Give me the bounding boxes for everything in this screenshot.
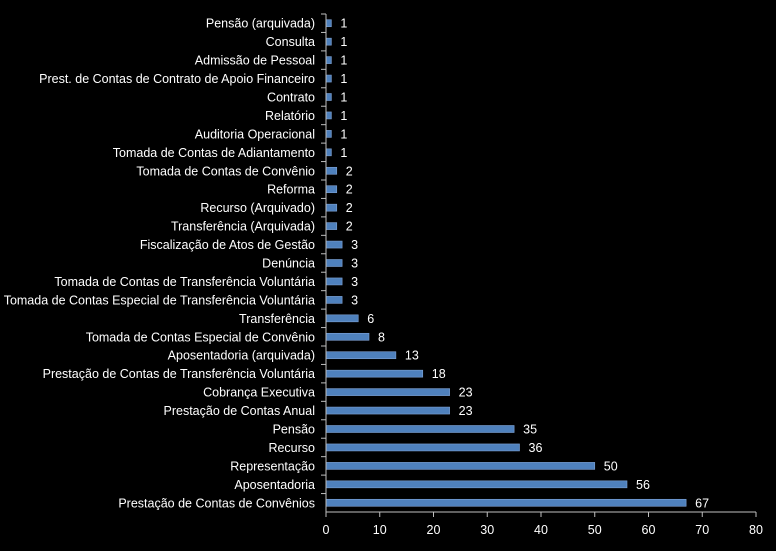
bar xyxy=(325,166,338,175)
bar xyxy=(325,443,520,452)
category-label: Recurso xyxy=(268,441,315,455)
data-label: 1 xyxy=(340,35,347,49)
data-label: 36 xyxy=(529,441,543,455)
category-label: Reforma xyxy=(267,183,315,197)
bar xyxy=(325,203,338,212)
category-label: Consulta xyxy=(266,35,315,49)
x-tick-label: 10 xyxy=(373,523,387,537)
bar xyxy=(325,148,332,157)
bar xyxy=(325,37,332,46)
data-label: 1 xyxy=(340,146,347,160)
category-label: Tomada de Contas Especial de Convênio xyxy=(86,330,315,344)
category-label: Prestação de Contas de Convênios xyxy=(118,496,315,510)
bar xyxy=(325,74,332,83)
x-tick-label: 60 xyxy=(642,523,656,537)
bar xyxy=(325,93,332,101)
bar xyxy=(325,462,596,470)
bar xyxy=(325,222,338,230)
category-label: Tomada de Contas de Adiantamento xyxy=(113,146,315,160)
data-label: 56 xyxy=(636,478,650,492)
x-tick-label: 80 xyxy=(749,523,763,537)
x-tick-label: 50 xyxy=(588,523,602,537)
x-tick-label: 40 xyxy=(534,523,548,537)
data-label: 2 xyxy=(346,201,353,215)
bar xyxy=(325,388,450,396)
data-label: 13 xyxy=(405,349,419,363)
x-tick-label: 30 xyxy=(480,523,494,537)
category-label: Denúncia xyxy=(262,257,315,271)
category-label: Aposentadoria xyxy=(234,478,315,492)
x-tick-label: 70 xyxy=(695,523,709,537)
bar xyxy=(325,314,359,323)
category-labels: Pensão (arquivada) Consulta Admissão de Pe… xyxy=(4,17,315,511)
category-label: Fiscalização de Atos de Gestão xyxy=(140,238,315,252)
bar xyxy=(325,19,332,28)
bar xyxy=(325,56,332,64)
data-label: 3 xyxy=(351,238,358,252)
bar xyxy=(325,259,343,267)
data-label: 18 xyxy=(432,367,446,381)
category-label: Recurso (Arquivado) xyxy=(200,201,315,215)
category-label: Prestação de Contas de Transferência Vol… xyxy=(43,367,315,381)
category-label: Representação xyxy=(230,459,315,473)
data-label: 23 xyxy=(459,386,473,400)
data-label: 2 xyxy=(346,220,353,234)
data-label: 50 xyxy=(604,459,618,473)
category-label: Pensão xyxy=(273,423,315,437)
category-label: Auditoria Operacional xyxy=(195,127,315,141)
bar xyxy=(325,296,343,304)
category-label: Tomada de Contas Especial de Transferênc… xyxy=(4,293,315,307)
category-label: Transferência (Arquivada) xyxy=(171,220,315,234)
data-label: 2 xyxy=(346,164,353,178)
bar xyxy=(325,369,424,378)
category-label: Prestação de Contas Anual xyxy=(164,404,316,418)
category-label: Prest. de Contas de Contrato de Apoio Fi… xyxy=(39,72,315,86)
data-label: 3 xyxy=(351,293,358,307)
category-label: Transferência xyxy=(239,312,315,326)
bar xyxy=(325,111,332,120)
data-label: 1 xyxy=(340,54,347,68)
bar xyxy=(325,480,628,489)
data-label: 6 xyxy=(367,312,374,326)
data-label: 1 xyxy=(340,127,347,141)
data-label: 1 xyxy=(340,72,347,86)
data-label: 1 xyxy=(340,17,347,31)
bar xyxy=(325,277,343,286)
bar xyxy=(325,240,343,249)
bar xyxy=(325,332,370,341)
category-label: Relatório xyxy=(265,109,315,123)
category-label: Aposentadoria (arquivada) xyxy=(168,349,315,363)
data-label: 35 xyxy=(523,423,537,437)
bar xyxy=(325,406,450,415)
axes-group: 0 10 20 30 40 50 60 70 80 xyxy=(321,13,763,537)
data-label: 67 xyxy=(695,496,709,510)
category-label: Tomada de Contas de Transferência Volunt… xyxy=(54,275,315,289)
category-label: Pensão (arquivada) xyxy=(206,17,315,31)
data-label: 8 xyxy=(378,330,385,344)
category-label: Contrato xyxy=(267,91,315,105)
bar xyxy=(325,130,332,138)
category-label: Admissão de Pessoal xyxy=(195,54,315,68)
data-label: 23 xyxy=(459,404,473,418)
data-label: 2 xyxy=(346,183,353,197)
data-label: 1 xyxy=(340,109,347,123)
bar xyxy=(325,351,397,360)
data-label: 1 xyxy=(340,91,347,105)
x-tick-label: 0 xyxy=(323,523,330,537)
bar xyxy=(325,498,687,507)
bars-group xyxy=(325,19,687,507)
data-label: 3 xyxy=(351,257,358,271)
data-label: 3 xyxy=(351,275,358,289)
category-label: Cobrança Executiva xyxy=(203,386,315,400)
bar xyxy=(325,185,338,194)
bar xyxy=(325,425,515,433)
x-tick-label: 20 xyxy=(427,523,441,537)
category-label: Tomada de Contas de Convênio xyxy=(136,164,315,178)
